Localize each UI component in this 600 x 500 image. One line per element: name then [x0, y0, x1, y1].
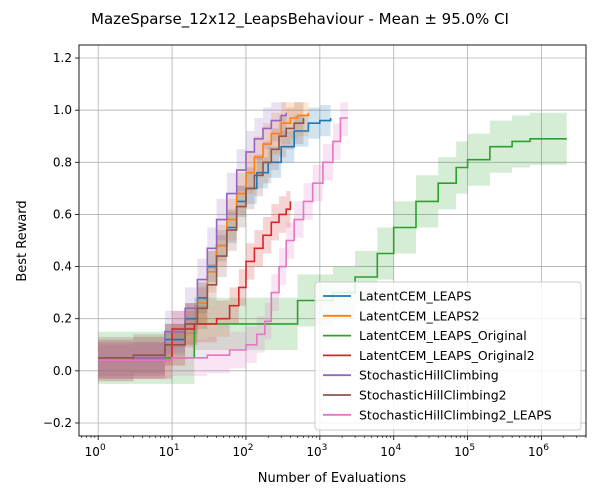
legend-label-latentcem_leaps_original: LatentCEM_LEAPS_Original: [359, 328, 527, 343]
ci-band-stochastichillclimbing2_leaps: [98, 102, 348, 379]
series-line-stochastichillclimbing2: [98, 118, 305, 359]
y-tick-label: 0.2: [53, 312, 72, 326]
x-tick-label: 102: [232, 443, 253, 459]
x-tick-label: 104: [380, 443, 401, 459]
y-tick-label: −0.2: [43, 416, 72, 430]
series-line-stochastichillclimbing: [98, 112, 287, 362]
x-tick-label: 100: [85, 443, 106, 459]
ci-band-stochastichillclimbing2: [98, 102, 304, 379]
axes-frame: [78, 44, 587, 437]
ci-band-latentcem_leaps2: [98, 102, 309, 382]
ci-band-stochastichillclimbing: [98, 102, 287, 382]
x-tick-label: 101: [159, 443, 180, 459]
x-tick-label: 103: [306, 443, 327, 459]
legend-label-latentcem_leaps_original2: LatentCEM_LEAPS_Original2: [359, 348, 535, 363]
y-tick-label: 0.0: [53, 364, 72, 378]
legend-box: [314, 281, 582, 431]
legend-label-stochastichillclimbing: StochasticHillClimbing: [359, 368, 499, 383]
y-tick-label: 0.8: [53, 155, 72, 169]
series-line-stochastichillclimbing2_leaps: [98, 117, 348, 362]
x-axis-label: Number of Evaluations: [258, 471, 407, 486]
y-axis-label: Best Reward: [15, 200, 30, 281]
legend-label-stochastichillclimbing2_leaps: StochasticHillClimbing2_LEAPS: [359, 407, 552, 422]
y-tick-label: 0.4: [53, 260, 72, 274]
legend-label-latentcem_leaps: LatentCEM_LEAPS: [359, 289, 472, 304]
ci-band-latentcem_leaps: [98, 102, 331, 377]
chart-title: MazeSparse_12x12_LeapsBehaviour - Mean ±…: [91, 10, 509, 29]
x-tick-label: 106: [528, 443, 549, 459]
y-tick-label: 0.6: [53, 207, 72, 221]
legend-label-latentcem_leaps2: LatentCEM_LEAPS2: [359, 308, 480, 323]
y-tick-label: 1.0: [53, 103, 72, 117]
plot-area: −0.2 0.0 0.2 0.4 0.6 0.8 1.0 1.2 100 101 102 103 104…: [43, 44, 587, 459]
y-tick-label: 1.2: [53, 51, 72, 65]
ci-band-latentcem_leaps_original: [98, 112, 567, 384]
legend-label-stochastichillclimbing2: StochasticHillClimbing2: [359, 388, 507, 403]
x-tick-label: 105: [454, 443, 475, 459]
